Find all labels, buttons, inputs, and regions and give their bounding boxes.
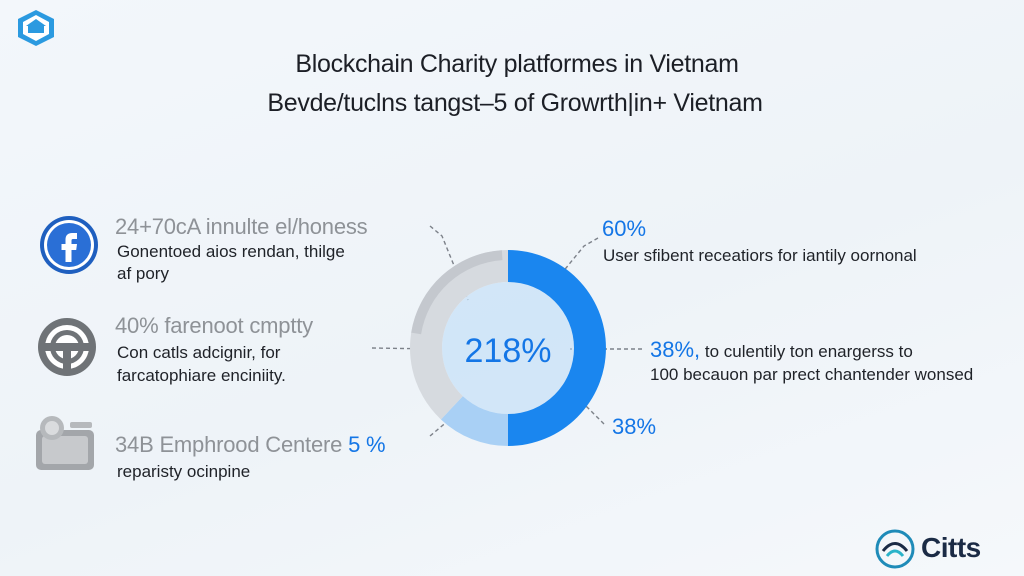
row-3-heading-highlight: 5 % [348, 432, 386, 457]
row-2-sub-1: Con catls adcignir, for [117, 343, 281, 362]
donut-grey-band [411, 250, 503, 335]
charity-box-icon [36, 416, 94, 470]
row-1-sub-1: Gonentoed aios rendan, thilge [117, 242, 345, 261]
row-2-sub-2: farcatophiare enciniity. [117, 366, 286, 385]
donut-inner-disc [442, 282, 574, 414]
donut-slice-2 [440, 396, 508, 446]
row-3-icon-wrap [30, 412, 94, 474]
leader-line-callout-1 [547, 237, 599, 291]
row-3-heading-text: 34B Emphrood Centere [115, 432, 343, 457]
row-1-icon-wrap [38, 214, 100, 276]
brand-text: Citts [921, 532, 981, 563]
shield-logo-icon [18, 10, 54, 46]
donut-center-label: 218% [465, 332, 552, 370]
callout-3-pct: 38% [612, 414, 657, 439]
row-2-icon-wrap [36, 316, 98, 378]
chart-title: Blockchain Charity platformes in Vietnam [295, 50, 739, 78]
row-3-heading: 34B Emphrood Centere 5 % [115, 432, 386, 458]
steering-wheel-icon [38, 318, 96, 376]
row-2-heading: 40% farenoot cmptty [115, 313, 313, 338]
row-1-sub-2: af pory [117, 264, 169, 283]
donut-slice-1 [508, 250, 606, 446]
callout-2-pct: 38%, [650, 337, 701, 362]
callout-2-text-2: 100 becauon par prect chantender wonsed [650, 365, 974, 384]
row-1-heading: 24+70cA innulte el/honess [115, 214, 368, 239]
circle-logo-icon [875, 529, 915, 569]
corner-logo [14, 8, 58, 48]
brand-logo [874, 528, 916, 570]
facebook-icon [40, 216, 98, 274]
callout-1-text: User sfibent receatiors for iantily oorn… [603, 246, 917, 265]
callout-2-line: 38%, to culentily ton enargerss to [650, 337, 913, 363]
chart-subtitle: Bevde/tuclns tangst–5 of Growrth|in+ Vie… [267, 89, 763, 117]
leader-line-row-2 [371, 347, 437, 350]
leader-line-row-1 [429, 225, 469, 301]
callout-1-pct: 60% [602, 216, 647, 241]
callout-2-text-1: to culentily ton enargerss to [700, 342, 913, 361]
donut-chart [409, 250, 606, 446]
row-3-sub-1: reparisty ocinpine [117, 462, 251, 481]
